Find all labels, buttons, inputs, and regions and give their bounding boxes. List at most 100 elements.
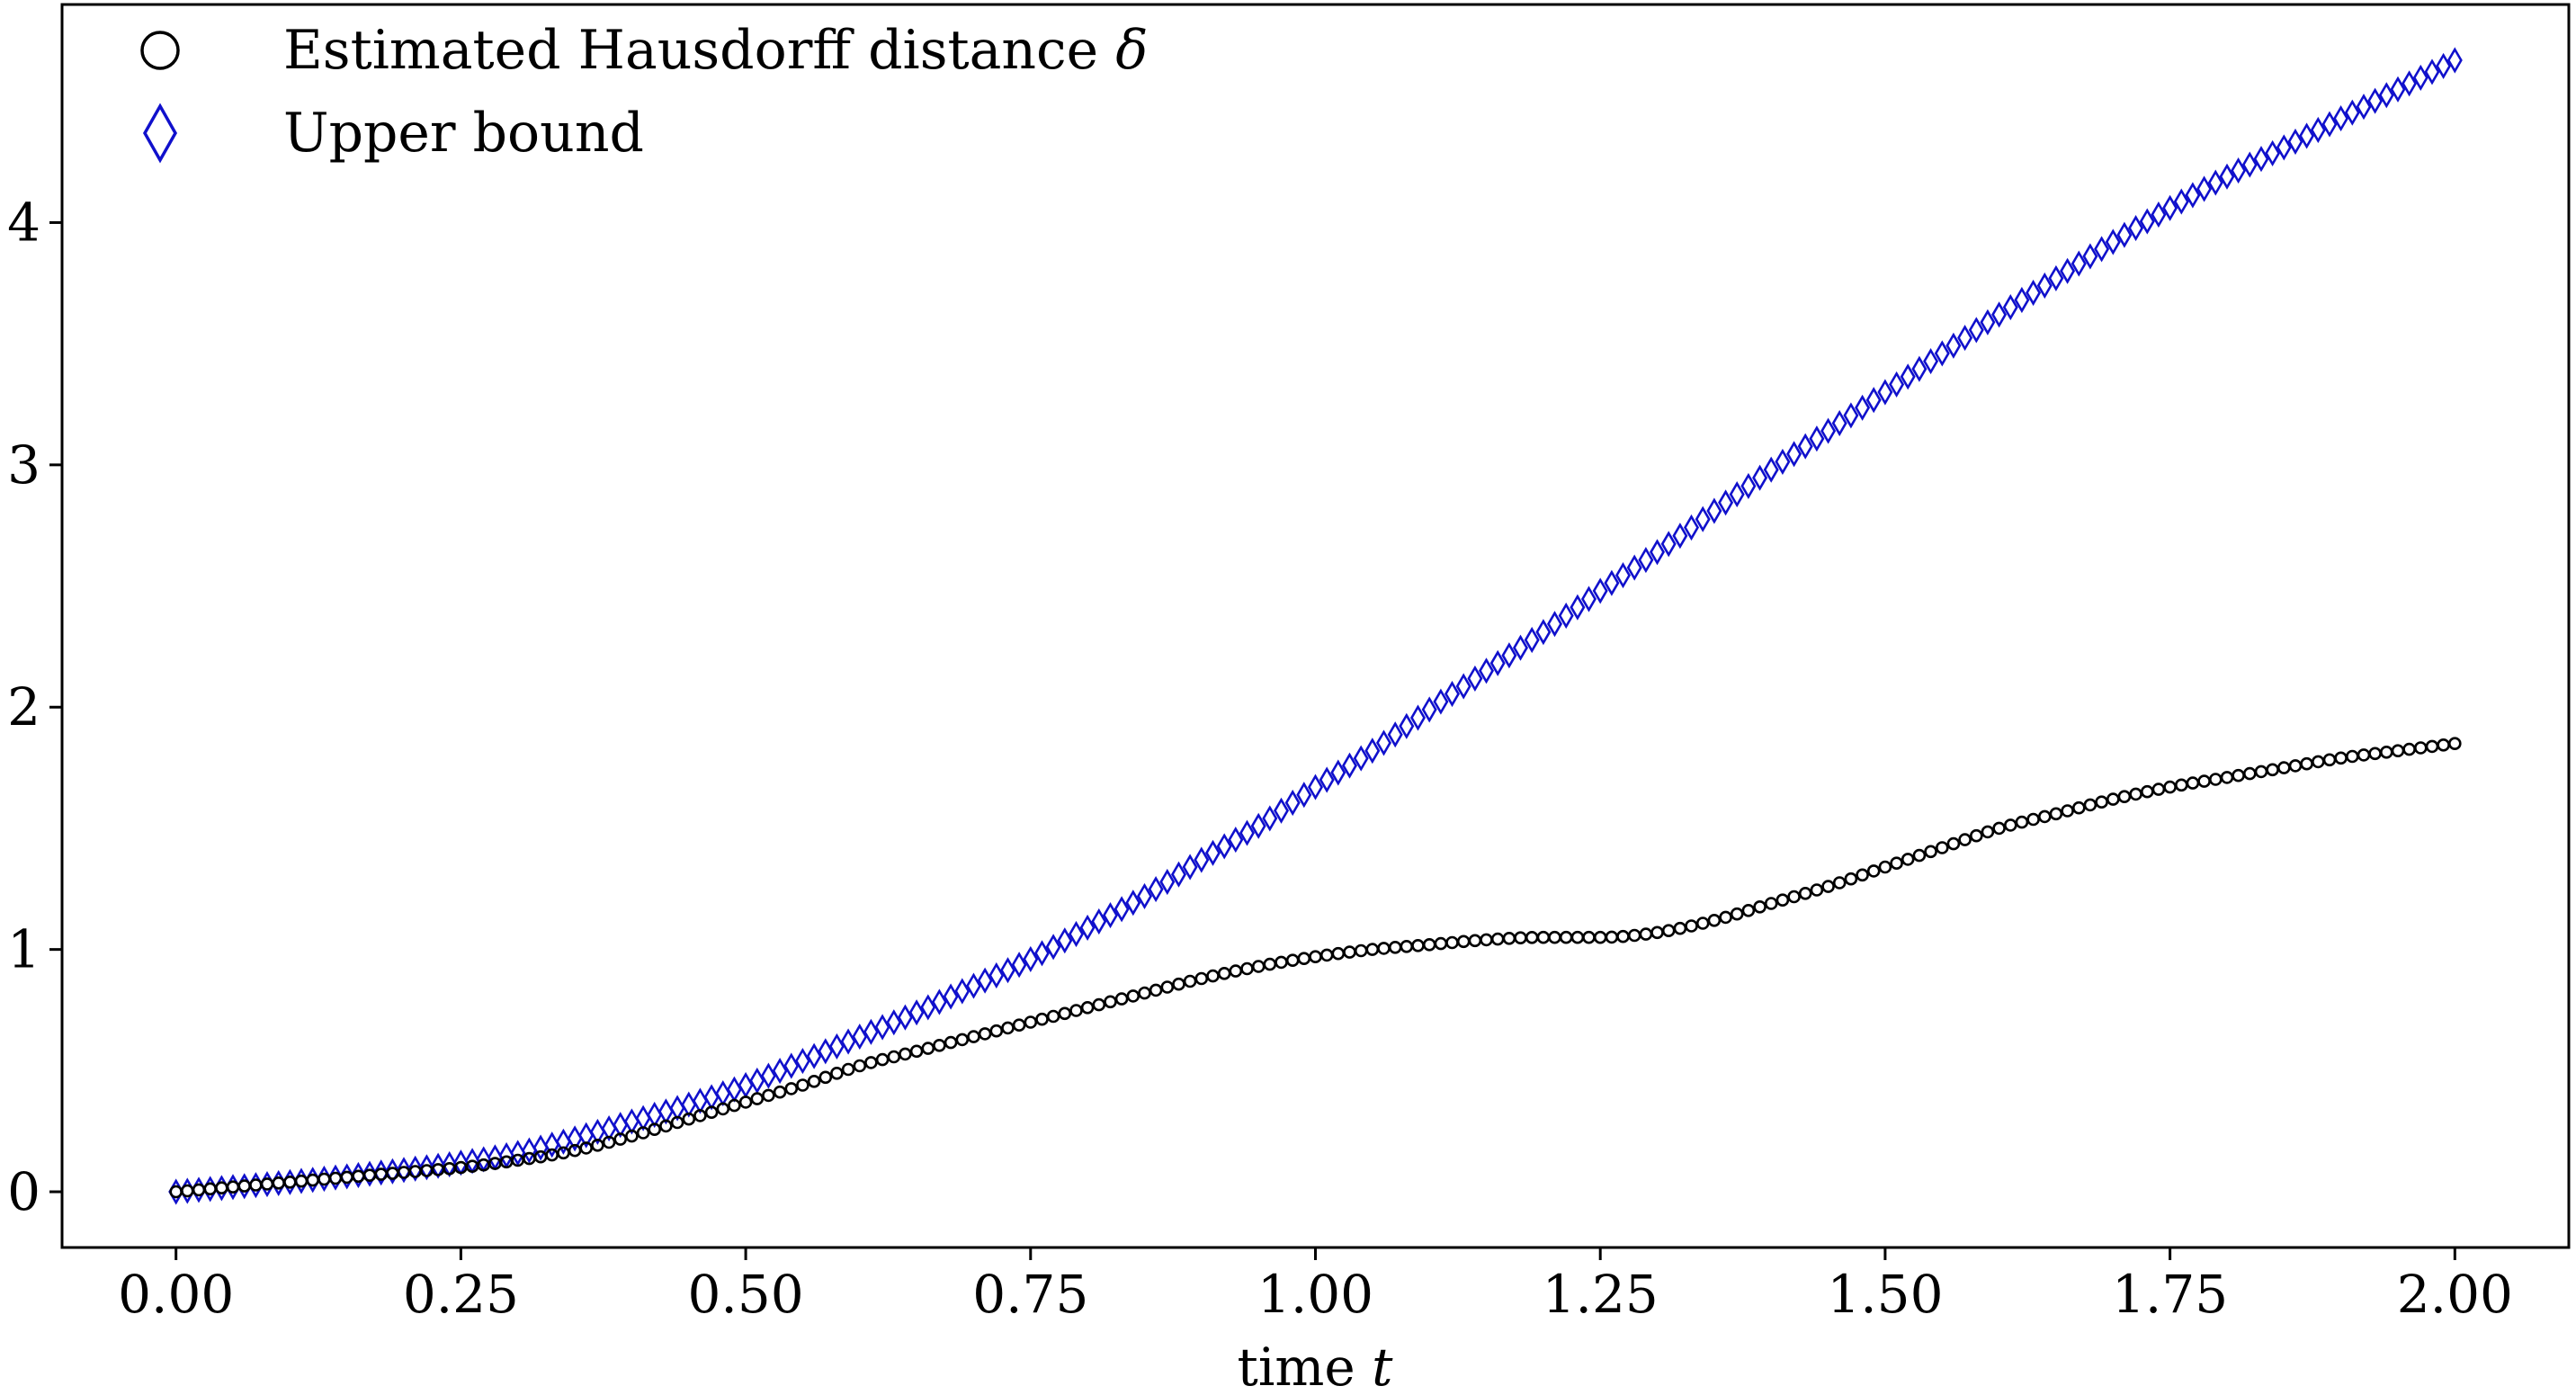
data-point — [1787, 890, 1801, 904]
data-point — [1182, 854, 1198, 881]
data-point — [407, 1155, 424, 1182]
data-point — [1604, 569, 1620, 596]
data-point — [1889, 371, 1905, 398]
data-point — [1296, 782, 1312, 809]
data-point — [818, 1070, 833, 1085]
data-point — [1649, 539, 1666, 566]
data-point — [783, 1052, 800, 1079]
data-point — [1820, 417, 1837, 444]
data-point — [2287, 128, 2303, 156]
data-point — [1729, 481, 1745, 508]
data-point — [430, 1152, 446, 1179]
data-point — [704, 1105, 719, 1119]
data-point — [806, 1042, 822, 1069]
data-point — [1364, 738, 1381, 765]
data-point — [1911, 355, 1928, 382]
x-tick-label: 1.00 — [1257, 1264, 1373, 1325]
y-tick-label: 1 — [7, 919, 40, 980]
data-point — [967, 1030, 980, 1043]
data-point — [1865, 387, 1882, 414]
data-point — [1104, 995, 1117, 1009]
data-point — [2026, 812, 2040, 827]
data-point — [1045, 934, 1061, 961]
data-point — [1535, 619, 1552, 646]
data-point — [1991, 301, 2008, 328]
data-point — [1033, 940, 1051, 967]
data-point — [1843, 402, 1859, 429]
data-point — [1706, 497, 1722, 524]
data-point — [807, 1075, 821, 1088]
data-point — [1172, 977, 1185, 991]
x-axis-label: time t — [1238, 1337, 1394, 1395]
data-point — [2151, 201, 2167, 228]
data-point — [1878, 860, 1892, 874]
data-point — [2196, 175, 2213, 202]
x-tick-label: 2.00 — [2397, 1264, 2513, 1325]
data-point — [373, 1159, 389, 1186]
data-point — [1775, 893, 1790, 908]
data-point — [1592, 577, 1608, 604]
data-point — [1148, 876, 1164, 903]
data-point — [1660, 531, 1677, 558]
data-point — [1284, 789, 1301, 817]
data-point — [1273, 797, 1290, 824]
data-point — [1970, 828, 1983, 843]
data-point — [1672, 523, 1688, 550]
data-point — [1946, 836, 1961, 851]
data-point — [1068, 920, 1085, 948]
data-point — [1455, 673, 1471, 700]
data-point — [921, 1042, 935, 1055]
data-point — [1786, 441, 1802, 468]
data-point — [2014, 286, 2030, 314]
data-point — [591, 1139, 604, 1152]
data-point — [1341, 752, 1358, 779]
data-point — [2219, 163, 2235, 190]
data-point — [384, 1158, 400, 1185]
data-point — [1558, 602, 1574, 630]
legend-label-upper-bound: Upper bound — [283, 102, 644, 165]
data-point — [1444, 680, 1461, 708]
data-point — [1741, 903, 1756, 917]
data-point — [659, 1119, 673, 1133]
x-tick-label: 0.50 — [688, 1264, 804, 1325]
data-point — [1546, 611, 1563, 638]
data-point — [2253, 146, 2269, 173]
data-point — [2082, 243, 2098, 270]
data-point — [988, 961, 1005, 989]
data-point — [2367, 87, 2384, 114]
data-point — [1114, 896, 1130, 923]
data-point — [749, 1067, 765, 1095]
data-point — [2276, 134, 2292, 161]
data-point — [875, 1052, 890, 1067]
data-point — [899, 1047, 912, 1061]
data-point — [1752, 464, 1768, 491]
data-point — [1831, 409, 1847, 437]
data-point — [2083, 798, 2097, 812]
data-point — [1924, 845, 1937, 859]
data-point — [931, 988, 947, 1015]
data-point — [830, 1067, 844, 1080]
data-point — [2002, 294, 2018, 321]
y-tick-label: 3 — [7, 434, 40, 496]
series-hausdorff — [169, 737, 2462, 1199]
data-point — [874, 1014, 890, 1041]
data-point — [1194, 971, 1209, 986]
data-point — [1570, 594, 1586, 621]
data-point — [1319, 766, 1335, 793]
x-tick-label: 0.25 — [403, 1264, 519, 1325]
x-tick-label: 0.75 — [972, 1264, 1088, 1325]
data-point — [1877, 379, 1893, 406]
data-point — [1992, 821, 2006, 836]
data-point — [648, 1122, 662, 1136]
data-point — [1923, 348, 1939, 375]
data-point — [1763, 456, 1779, 483]
data-point — [1012, 1018, 1026, 1032]
data-point — [1730, 907, 1744, 921]
data-point — [1160, 980, 1175, 994]
series-upper-bound — [168, 47, 2463, 1205]
data-point — [908, 999, 925, 1026]
data-point — [1797, 433, 1813, 460]
data-point — [840, 1028, 856, 1055]
